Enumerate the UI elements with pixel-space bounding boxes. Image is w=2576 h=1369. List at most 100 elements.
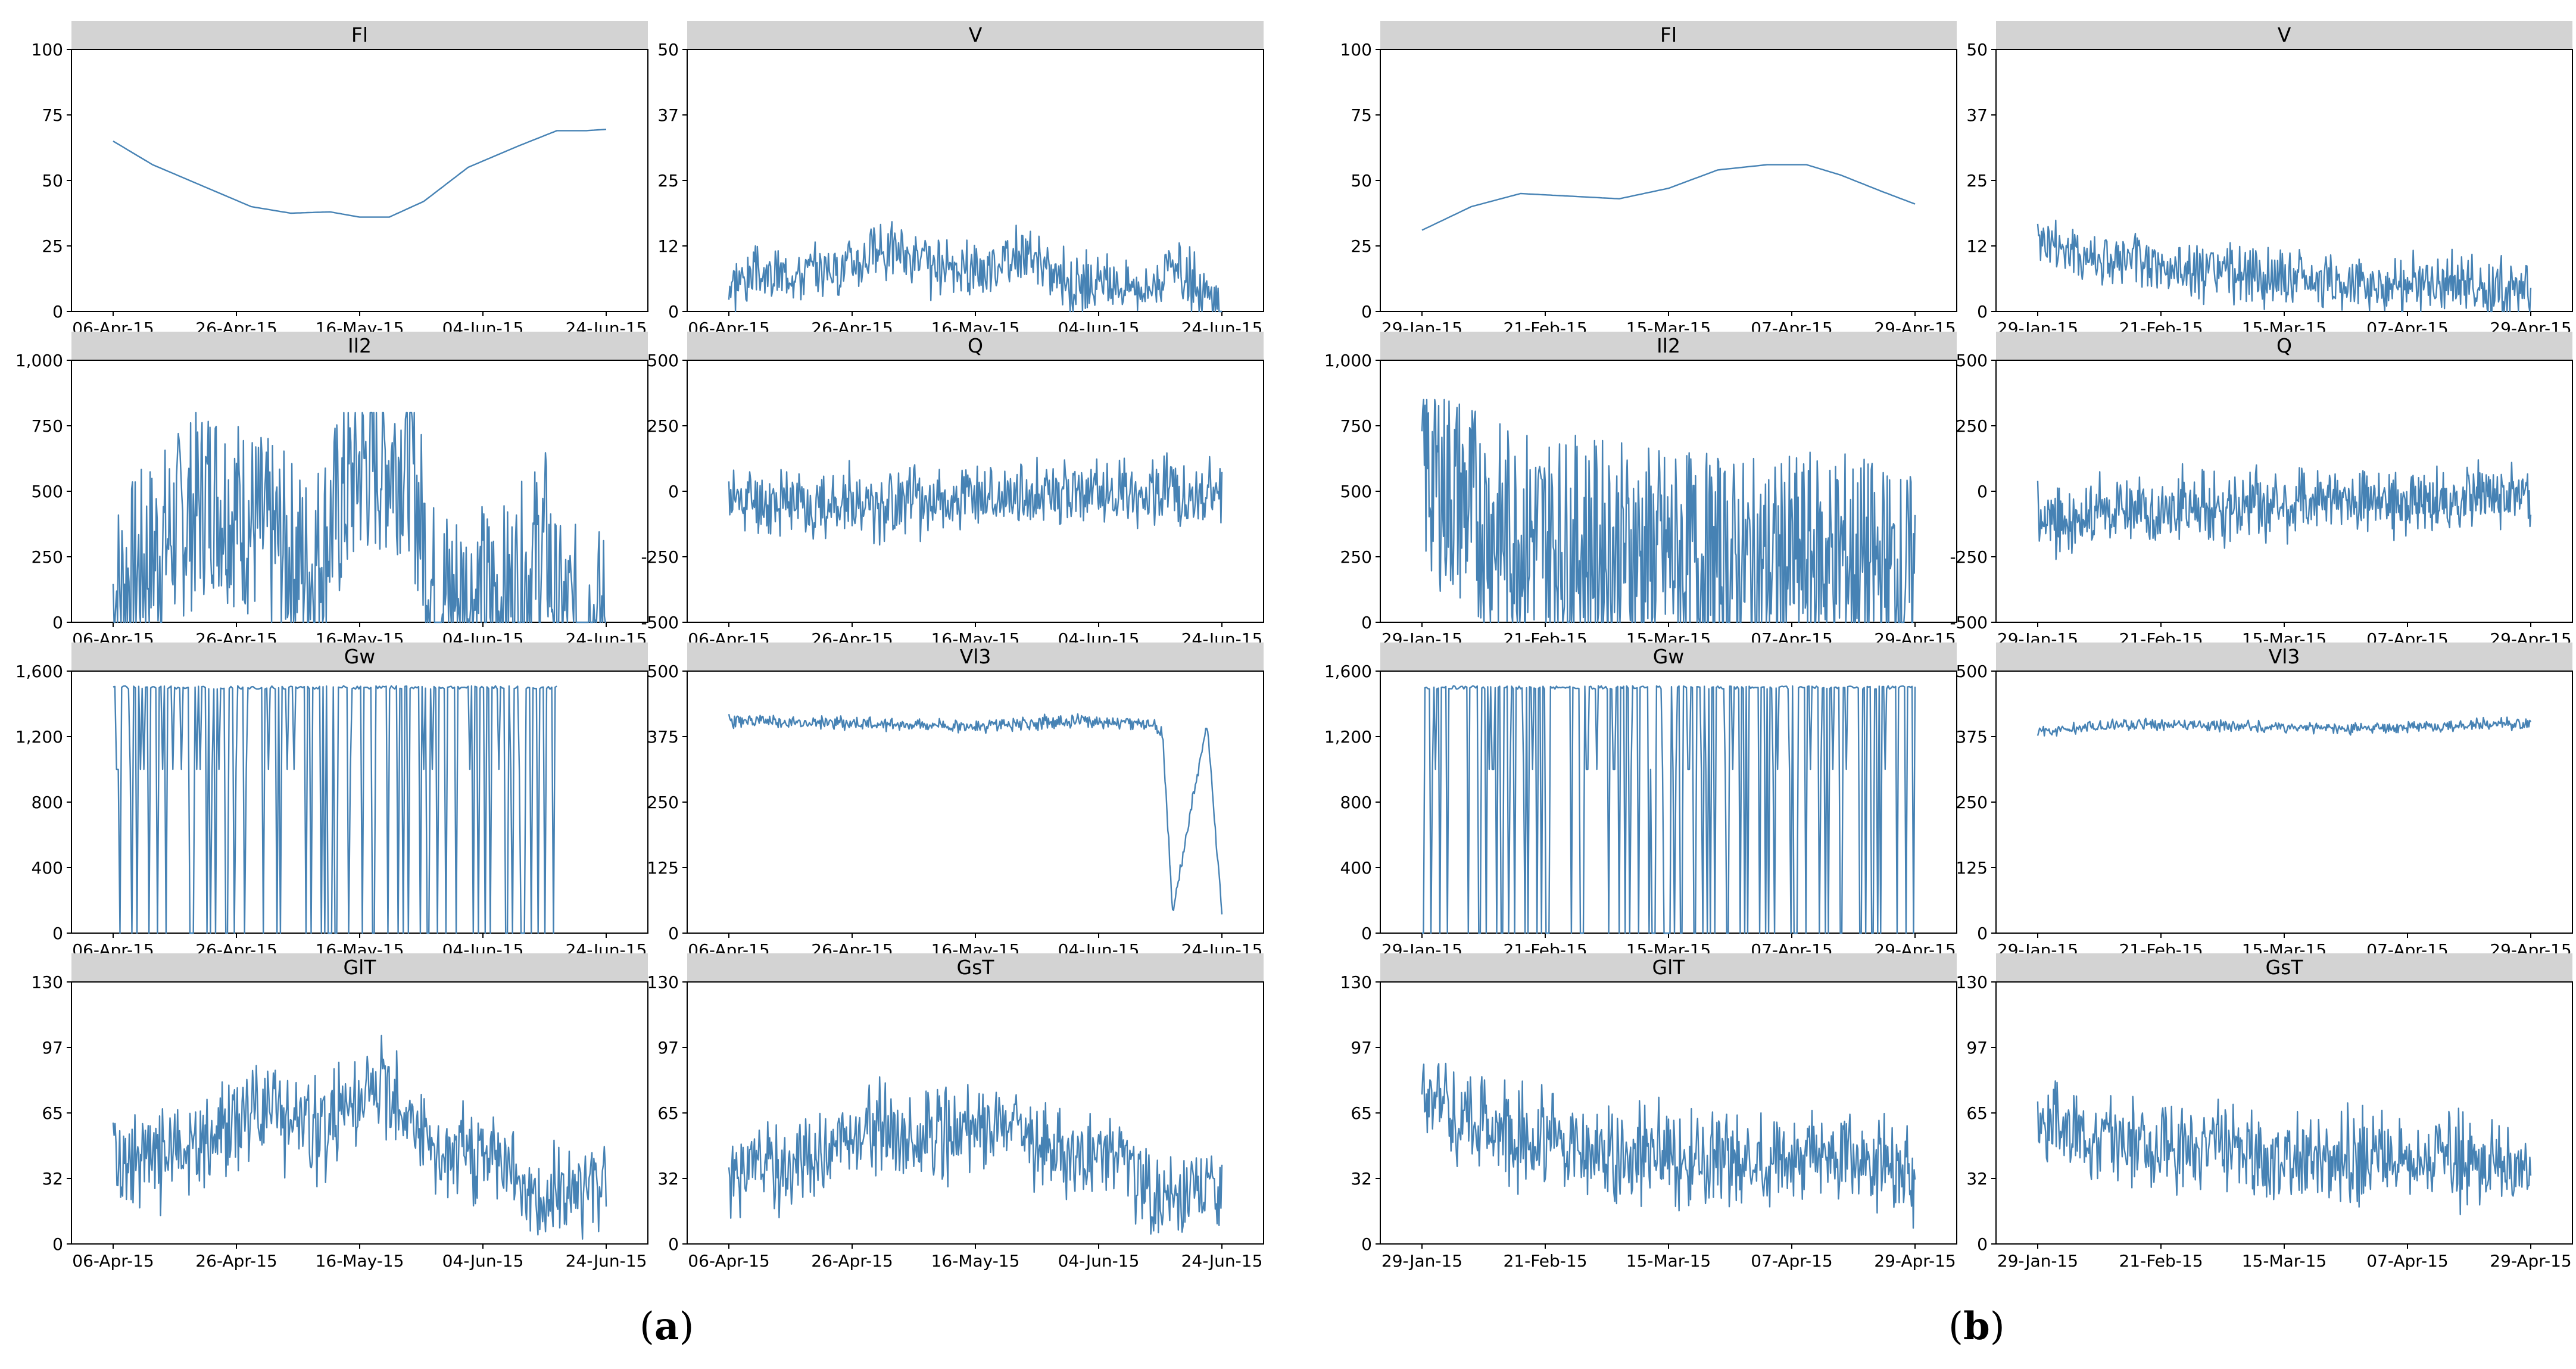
panel-label-b: (b) (1948, 1304, 2005, 1349)
subplot-title-strip (1996, 953, 2572, 982)
subplot-title-strip (687, 643, 1264, 671)
y-tick-label: 500 (1956, 351, 1988, 370)
y-tick-label: 65 (1966, 1103, 1988, 1123)
y-tick-label: 800 (1340, 793, 1372, 812)
subplot-a-gst: GsT 0 32 65 97 130 06-Apr-15 26-Apr-15 16-May-15… (647, 953, 1264, 1271)
x-tick-label: 29-Jan-15 (1997, 1251, 2078, 1271)
subplot-b-glt: GlT 0 32 65 97 130 29-Jan-15 21-Feb-15 15-Mar-15… (1340, 953, 1957, 1271)
y-tick-label: 50 (657, 40, 679, 60)
series-line (728, 713, 1223, 915)
subplot-title: Q (968, 334, 983, 357)
y-tick-label: 500 (1340, 482, 1372, 501)
y-tick-label: 0 (52, 302, 63, 322)
y-tick-label: 97 (1351, 1038, 1372, 1058)
plot-frame (1380, 49, 1957, 312)
plot-frame (687, 671, 1264, 934)
y-tick-label: 1,000 (15, 351, 63, 370)
series-line (1422, 685, 1916, 934)
y-tick-label: 400 (32, 858, 63, 878)
subplot-title: Il2 (348, 334, 372, 357)
subplot-title-strip (1380, 643, 1957, 671)
subplot-title: V (2278, 23, 2291, 46)
x-tick-label: 07-Apr-15 (2366, 1251, 2449, 1271)
panel-b: Fl 0 25 50 75 100 29-Jan-15 21-Feb-15 15-Mar-15 0… (1324, 21, 2573, 1271)
subplot-title-strip (1996, 21, 2572, 49)
x-tick-label: 26-Apr-15 (811, 1251, 893, 1271)
y-tick-label: -250 (1950, 547, 1988, 567)
y-tick-label: 100 (32, 40, 63, 60)
series-line (1421, 398, 1916, 623)
subplot-title-strip (1996, 643, 2572, 671)
series-line (113, 129, 607, 218)
y-tick-label: 0 (668, 482, 679, 501)
y-tick-label: 25 (1351, 236, 1372, 256)
y-tick-label: 0 (1361, 613, 1372, 632)
y-tick-label: 50 (42, 171, 63, 191)
y-tick-label: 130 (32, 972, 63, 992)
panel-label-a: (a) (640, 1304, 694, 1349)
y-tick-label: 0 (1361, 924, 1372, 943)
y-tick-label: 250 (1340, 547, 1372, 567)
subplot-title-strip (71, 21, 648, 49)
y-tick-label: 0 (1977, 1234, 1988, 1254)
y-tick-label: -500 (1950, 613, 1988, 632)
x-tick-label: 29-Jan-15 (1381, 1251, 1462, 1271)
y-tick-label: 250 (1956, 793, 1988, 812)
y-tick-label: 0 (1977, 302, 1988, 322)
y-tick-label: 250 (647, 416, 679, 436)
y-tick-label: 250 (32, 547, 63, 567)
y-tick-label: 125 (647, 858, 679, 878)
subplot-title-strip (687, 953, 1264, 982)
panel-a: Fl 0 25 50 75 100 06-Apr-15 26-Apr-15 16-May-15 0… (15, 21, 1264, 1271)
subplot-title-strip (1996, 332, 2572, 360)
x-tick-label: 06-Apr-15 (72, 1251, 154, 1271)
subplot-title-strip (71, 643, 648, 671)
y-tick-label: 130 (647, 972, 679, 992)
y-tick-label: 75 (1351, 105, 1372, 125)
subplot-title: Il2 (1657, 334, 1680, 357)
series-line (728, 1076, 1223, 1235)
panel-label-b-text: b (1963, 1304, 1990, 1349)
y-tick-label: 500 (32, 482, 63, 501)
x-tick-label: 16-May-15 (931, 1251, 1020, 1271)
panel-label-a-text: a (654, 1304, 679, 1349)
y-tick-label: 50 (1966, 40, 1988, 60)
subplot-title-strip (1380, 21, 1957, 49)
y-tick-label: 1,200 (1324, 727, 1372, 747)
y-tick-label: 800 (32, 793, 63, 812)
series-line (112, 411, 606, 623)
x-tick-label: 16-May-15 (316, 1251, 404, 1271)
series-line (728, 221, 1222, 313)
y-tick-label: 32 (1966, 1169, 1988, 1189)
x-tick-label: 29-Apr-15 (1874, 1251, 1956, 1271)
y-tick-label: 0 (1361, 1234, 1372, 1254)
y-tick-label: 0 (668, 302, 679, 322)
subplot-title: Gw (344, 645, 376, 668)
series-line (113, 685, 557, 934)
subplot-title: GsT (2266, 956, 2304, 979)
series-line (728, 452, 1223, 546)
y-tick-label: 0 (668, 1234, 679, 1254)
subplot-title: V (969, 23, 983, 46)
subplot-title: Vl3 (2269, 645, 2300, 668)
y-tick-label: 75 (42, 105, 63, 125)
y-tick-label: 12 (1966, 236, 1988, 256)
y-tick-label: 97 (657, 1038, 679, 1058)
y-tick-label: -250 (641, 547, 679, 567)
y-tick-label: 0 (1977, 924, 1988, 943)
y-tick-label: 25 (42, 236, 63, 256)
y-tick-label: 0 (1361, 302, 1372, 322)
y-tick-label: 750 (32, 416, 63, 436)
y-tick-label: 1,600 (1324, 662, 1372, 681)
y-tick-label: 37 (1966, 105, 1988, 125)
y-tick-label: 65 (1351, 1103, 1372, 1123)
y-tick-label: 25 (657, 171, 679, 191)
